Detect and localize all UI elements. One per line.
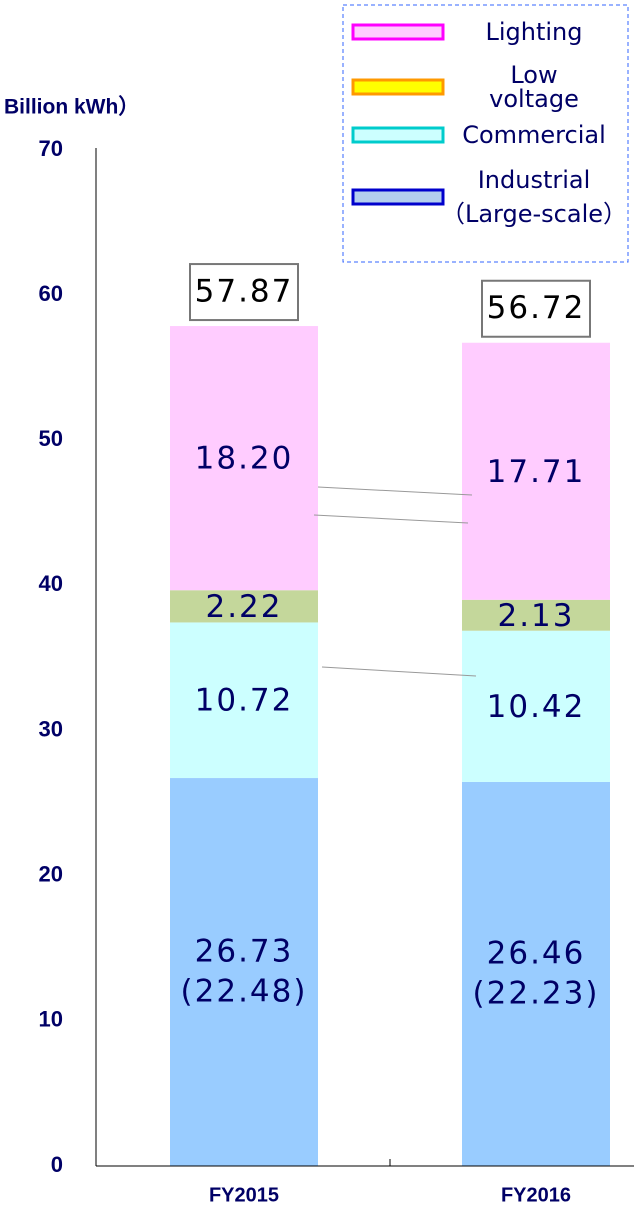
y-tick-label: 20: [39, 862, 63, 887]
y-axis-label: Billion kWh）: [4, 95, 139, 119]
total-label: 56.72: [487, 290, 586, 326]
legend-label: Lighting: [485, 18, 582, 46]
legend-swatch: [351, 23, 445, 41]
y-tick-label: 10: [39, 1007, 63, 1032]
y-tick-label: 70: [39, 136, 63, 161]
value-label: 26.73: [195, 934, 294, 970]
bars: [170, 326, 610, 1166]
y-tick-label: 30: [39, 716, 63, 741]
legend-label: Industrial （Large-scale）: [441, 166, 627, 228]
value-label: 2.22: [205, 589, 282, 625]
value-label: 10.42: [487, 689, 586, 725]
value-label: 2.13: [497, 598, 574, 634]
bar-segment: [170, 622, 318, 779]
legend-label: Low voltage: [489, 61, 579, 113]
value-label: 18.20: [195, 441, 294, 477]
bar-segment: [462, 781, 610, 1166]
total-box: [189, 263, 299, 322]
connector: [313, 514, 469, 524]
connector: [321, 666, 477, 677]
value-label: 17.71: [487, 454, 586, 490]
bar-segment: [170, 590, 318, 623]
bar-segment: [462, 599, 610, 631]
value-label: 26.46: [487, 935, 586, 971]
bar-segment: [170, 326, 318, 591]
legend-box: [342, 4, 629, 263]
total-box: [481, 279, 591, 338]
y-tick-label: 60: [39, 281, 63, 306]
y-tick-label: 50: [39, 426, 63, 451]
legend-swatch: [351, 126, 445, 144]
y-tick-label: 40: [39, 571, 63, 596]
legend-swatch: [351, 78, 445, 96]
legend-label: Commercial: [462, 121, 606, 149]
connector: [317, 486, 473, 496]
value-label: 10.72: [195, 683, 294, 719]
bar-segment: [462, 630, 610, 782]
bar-segment: [462, 342, 610, 600]
x-tick-label: FY2015: [209, 1184, 279, 1206]
secondary-label: (22.23): [473, 975, 600, 1011]
x-tick-label: FY2016: [501, 1184, 571, 1206]
secondary-label: (22.48): [181, 974, 308, 1010]
y-tick-label: 0: [51, 1152, 63, 1177]
total-label: 57.87: [195, 274, 294, 310]
bar-segment: [170, 778, 318, 1166]
legend-swatch: [351, 188, 445, 206]
